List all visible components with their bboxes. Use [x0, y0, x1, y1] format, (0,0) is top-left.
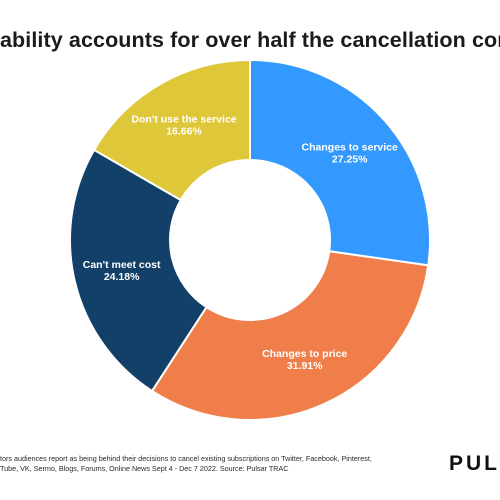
slice-changes-to-service [249, 58, 431, 267]
slice-label-changes-to-price: Changes to price [262, 348, 347, 360]
footnote-line-2: Tube, VK, Sermo, Blogs, Forums, Online N… [0, 464, 289, 473]
donut-slices [69, 58, 431, 421]
footnote: tors audiences report as being behind th… [0, 454, 450, 474]
slice-label-can-t-meet-cost: Can't meet cost [83, 259, 161, 271]
slice-label-don-t-use-the-service: Don't use the service [131, 114, 236, 126]
slice-don-t-use-the-service [92, 58, 251, 202]
slice-value-changes-to-price: 31.91% [287, 360, 323, 372]
chart-title: ability accounts for over half the cance… [0, 28, 500, 52]
slice-label-changes-to-service: Changes to service [302, 141, 398, 153]
slice-value-don-t-use-the-service: 16.66% [166, 126, 202, 138]
slice-value-changes-to-service: 27.25% [332, 153, 368, 165]
slice-value-can-t-meet-cost: 24.18% [104, 271, 140, 283]
brand-logo-text: PUL [449, 452, 500, 475]
slice-can-t-meet-cost [69, 148, 208, 393]
slice-changes-to-price [150, 250, 430, 421]
footnote-line-1: tors audiences report as being behind th… [0, 454, 372, 463]
